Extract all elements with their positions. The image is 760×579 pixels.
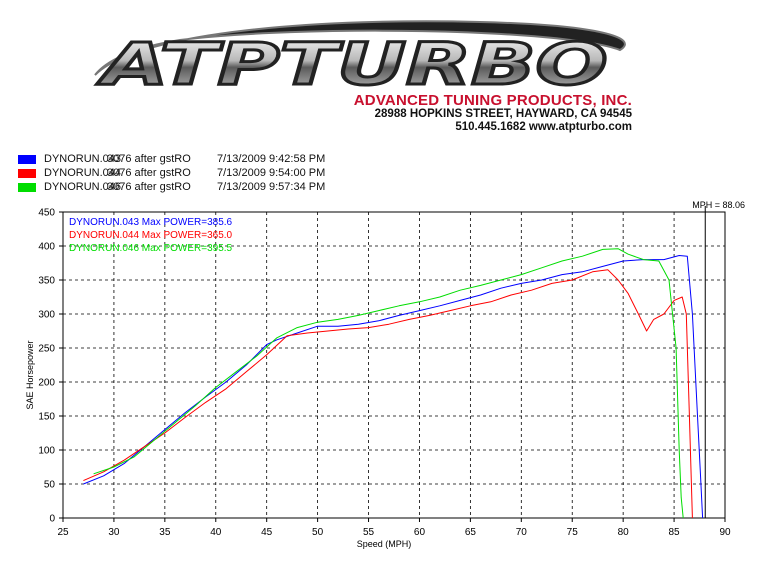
x-tick-label: 40 bbox=[210, 527, 222, 538]
x-axis-label: Speed (MPH) bbox=[357, 539, 412, 549]
company-contact: 510.445.1682 www.atpturbo.com bbox=[455, 121, 632, 133]
y-tick-label: 0 bbox=[49, 514, 55, 525]
legend-row: DYNORUN.043 3076 after gstRO 7/13/2009 9… bbox=[18, 152, 325, 166]
x-tick-label: 60 bbox=[414, 527, 426, 538]
legend-run-desc: 3076 after gstRO bbox=[107, 167, 191, 179]
legend-swatch bbox=[18, 154, 36, 164]
x-tick-label: 75 bbox=[567, 527, 579, 538]
y-tick-label: 100 bbox=[38, 446, 55, 457]
y-tick-label: 50 bbox=[44, 480, 56, 491]
y-axis-label: SAE Horsepower bbox=[25, 340, 35, 409]
x-tick-label: 70 bbox=[516, 527, 528, 538]
max-power-label: DYNORUN.046 Max POWER=395.5 bbox=[69, 243, 233, 254]
x-tick-label: 45 bbox=[261, 527, 273, 538]
plot-area bbox=[62, 211, 726, 519]
y-tick-label: 400 bbox=[38, 242, 55, 253]
y-tick-label: 350 bbox=[38, 276, 55, 287]
legend-swatch bbox=[18, 168, 36, 178]
x-tick-label: 50 bbox=[312, 527, 324, 538]
x-tick-label: 35 bbox=[159, 527, 171, 538]
run-legend: DYNORUN.043 3076 after gstRO 7/13/2009 9… bbox=[18, 152, 325, 194]
x-tick-label: 90 bbox=[719, 527, 731, 538]
legend-row: DYNORUN.046 3076 after gstRO 7/13/2009 9… bbox=[18, 180, 325, 194]
y-tick-label: 200 bbox=[38, 378, 55, 389]
legend-row: DYNORUN.044 3076 after gstRO 7/13/2009 9… bbox=[18, 166, 325, 180]
legend-run-desc: 3076 after gstRO bbox=[107, 153, 191, 165]
y-tick-label: 150 bbox=[38, 412, 55, 423]
company-name: ADVANCED TUNING PRODUCTS, INC. bbox=[353, 92, 632, 109]
y-tick-label: 250 bbox=[38, 344, 55, 355]
legend-run-date: 7/13/2009 9:42:58 PM bbox=[217, 153, 326, 165]
x-tick-label: 80 bbox=[618, 527, 630, 538]
logo-wordmark: ATPTURBO bbox=[97, 30, 608, 98]
x-tick-label: 65 bbox=[465, 527, 477, 538]
y-tick-label: 450 bbox=[38, 208, 55, 219]
atpturbo-logo: ATPTURBO bbox=[94, 20, 626, 100]
legend-run-name: DYNORUN.043 bbox=[44, 153, 122, 165]
max-power-label: DYNORUN.043 Max POWER=385.6 bbox=[69, 217, 233, 228]
logo-swoosh bbox=[94, 20, 626, 76]
mph-cursor-readout: MPH = 88.06 bbox=[692, 200, 745, 210]
y-tick-label: 300 bbox=[38, 310, 55, 321]
legend-run-name: DYNORUN.044 bbox=[44, 167, 122, 179]
x-tick-label: 30 bbox=[108, 527, 120, 538]
series-line-dynorun-046 bbox=[93, 248, 684, 519]
company-address: 28988 HOPKINS STREET, HAYWARD, CA 94545 bbox=[374, 108, 632, 120]
legend-run-name: DYNORUN.046 bbox=[44, 181, 122, 193]
x-tick-label: 25 bbox=[57, 527, 69, 538]
max-power-label: DYNORUN.044 Max POWER=365.0 bbox=[69, 230, 233, 241]
x-tick-label: 85 bbox=[669, 527, 681, 538]
series-line-dynorun-044 bbox=[83, 269, 693, 519]
x-tick-label: 55 bbox=[363, 527, 375, 538]
legend-run-date: 7/13/2009 9:54:00 PM bbox=[217, 167, 326, 179]
legend-run-date: 7/13/2009 9:57:34 PM bbox=[217, 181, 326, 193]
legend-swatch bbox=[18, 182, 36, 192]
legend-run-desc: 3076 after gstRO bbox=[107, 181, 191, 193]
